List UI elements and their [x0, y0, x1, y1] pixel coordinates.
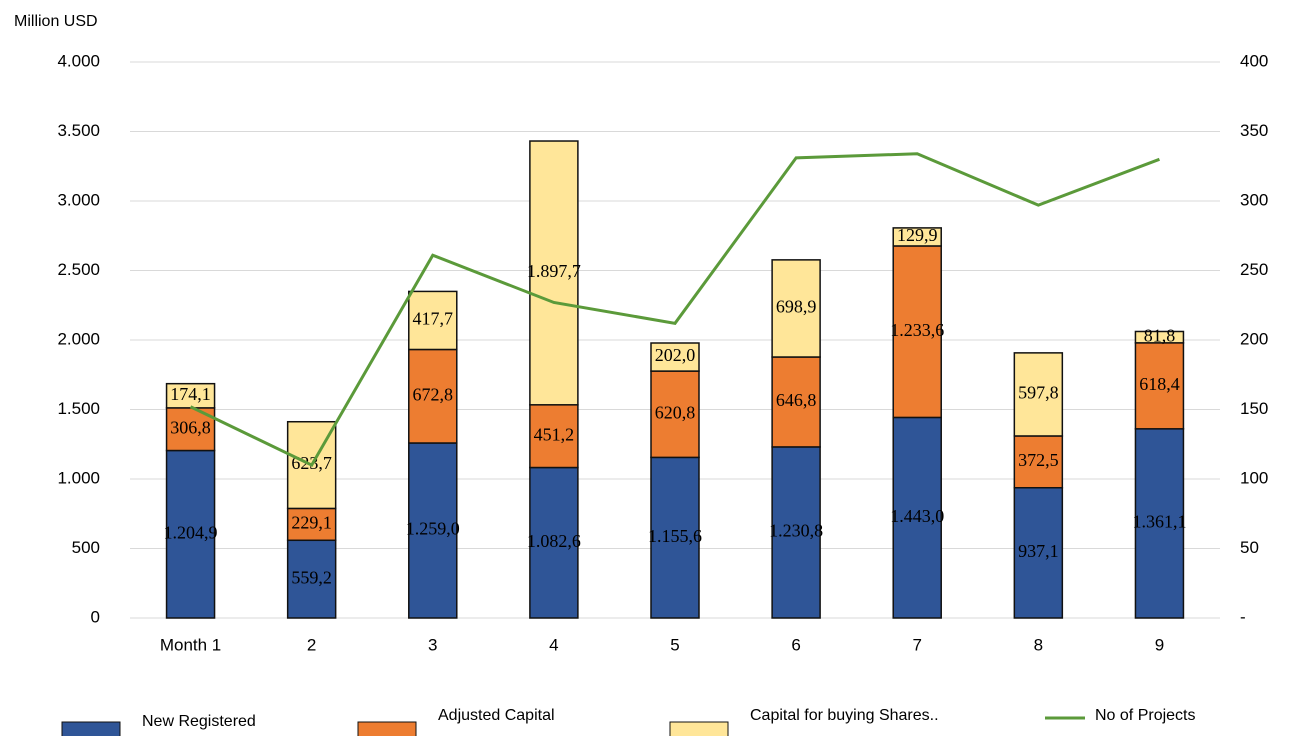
x-tick-label: 6	[791, 635, 800, 654]
data-label: 129,9	[897, 225, 938, 245]
legend-swatch	[61, 721, 121, 736]
y2-tick-label: 350	[1240, 121, 1268, 140]
y2-tick-label: 250	[1240, 260, 1268, 279]
y2-tick-label: 300	[1240, 190, 1268, 209]
data-label: 597,8	[1018, 383, 1059, 403]
data-label: 417,7	[413, 309, 454, 329]
legend-swatch	[669, 721, 729, 736]
bar-segment	[650, 342, 700, 372]
bar-segment	[892, 416, 942, 619]
bar-segment	[892, 227, 942, 247]
data-label: 937,1	[1018, 541, 1059, 561]
x-tick-label: 3	[428, 635, 437, 654]
data-label: 372,5	[1018, 450, 1059, 470]
y-axis-label: Million USD	[14, 13, 98, 30]
legend-label: Capital for buying Shares..	[750, 707, 939, 724]
x-tick-label: 5	[670, 635, 679, 654]
y-tick-label: 4.000	[57, 51, 100, 70]
y-tick-label: 2.000	[57, 329, 100, 348]
x-tick-label: 8	[1034, 635, 1043, 654]
data-label: 1.259,0	[406, 519, 460, 539]
bar-segment	[892, 245, 942, 419]
bar-segment	[771, 356, 821, 448]
y-tick-label: 500	[72, 538, 100, 557]
y-tick-label: 3.500	[57, 121, 100, 140]
legend-label: No of Projects	[1095, 707, 1195, 724]
bar-segment	[529, 140, 579, 406]
data-label: 559,2	[291, 567, 332, 587]
data-label: 1.897,7	[527, 261, 581, 281]
bar-segment	[529, 466, 579, 619]
x-tick-label: 2	[307, 635, 316, 654]
data-label: 698,9	[776, 297, 817, 317]
data-label: 618,4	[1139, 374, 1180, 394]
y-tick-label: 1.500	[57, 399, 100, 418]
data-label: 620,8	[655, 402, 696, 422]
x-tick-label: Month 1	[160, 635, 221, 654]
bar-segment	[650, 370, 700, 459]
data-label: 81,8	[1144, 325, 1176, 345]
bar-segment	[650, 456, 700, 619]
data-label: 1.230,8	[769, 521, 823, 541]
bar-segment	[1134, 428, 1185, 619]
data-label: 646,8	[776, 390, 817, 410]
bar-segment	[771, 259, 821, 358]
bar-segment	[1013, 352, 1064, 437]
bar-segment	[771, 446, 821, 619]
data-label: 1.443,0	[890, 506, 944, 526]
data-label: 1.204,9	[164, 522, 218, 542]
bar-segment	[1134, 342, 1185, 430]
data-label: 672,8	[413, 384, 454, 404]
x-tick-label: 7	[912, 635, 921, 654]
data-label: 1.155,6	[648, 526, 702, 546]
data-label: 229,1	[291, 512, 332, 532]
y2-tick-label: 100	[1240, 468, 1268, 487]
bar-segment	[408, 290, 458, 351]
data-label: 1.233,6	[890, 320, 944, 340]
y2-tick-label: 400	[1240, 51, 1268, 70]
legend-label: New Registered	[142, 713, 256, 730]
bar-segment	[529, 404, 579, 469]
data-label: 451,2	[534, 424, 575, 444]
y-tick-label: 0	[91, 607, 100, 626]
bar-segment	[1134, 330, 1185, 344]
bar-segment	[1013, 486, 1064, 619]
y-tick-label: 3.000	[57, 190, 100, 209]
data-label: 202,0	[655, 345, 696, 365]
bar-segment	[408, 442, 458, 619]
data-label: 174,1	[170, 384, 211, 404]
legend-swatch	[357, 721, 417, 736]
data-label: 306,8	[170, 417, 211, 437]
y-tick-label: 1.000	[57, 468, 100, 487]
x-tick-label: 9	[1155, 635, 1164, 654]
data-label: 1.361,1	[1132, 512, 1186, 532]
data-label: 1.082,6	[527, 531, 581, 551]
x-tick-label: 4	[549, 635, 558, 654]
y2-tick-label: 150	[1240, 399, 1268, 418]
y-tick-label: 2.500	[57, 260, 100, 279]
y2-tick-label: 200	[1240, 329, 1268, 348]
bar-segment	[286, 539, 337, 619]
bar-segment	[165, 449, 216, 619]
legend-label: Adjusted Capital	[438, 707, 555, 724]
y2-tick-label: 50	[1240, 538, 1259, 557]
y2-tick-label: -	[1240, 607, 1246, 626]
line-series	[189, 152, 1160, 468]
